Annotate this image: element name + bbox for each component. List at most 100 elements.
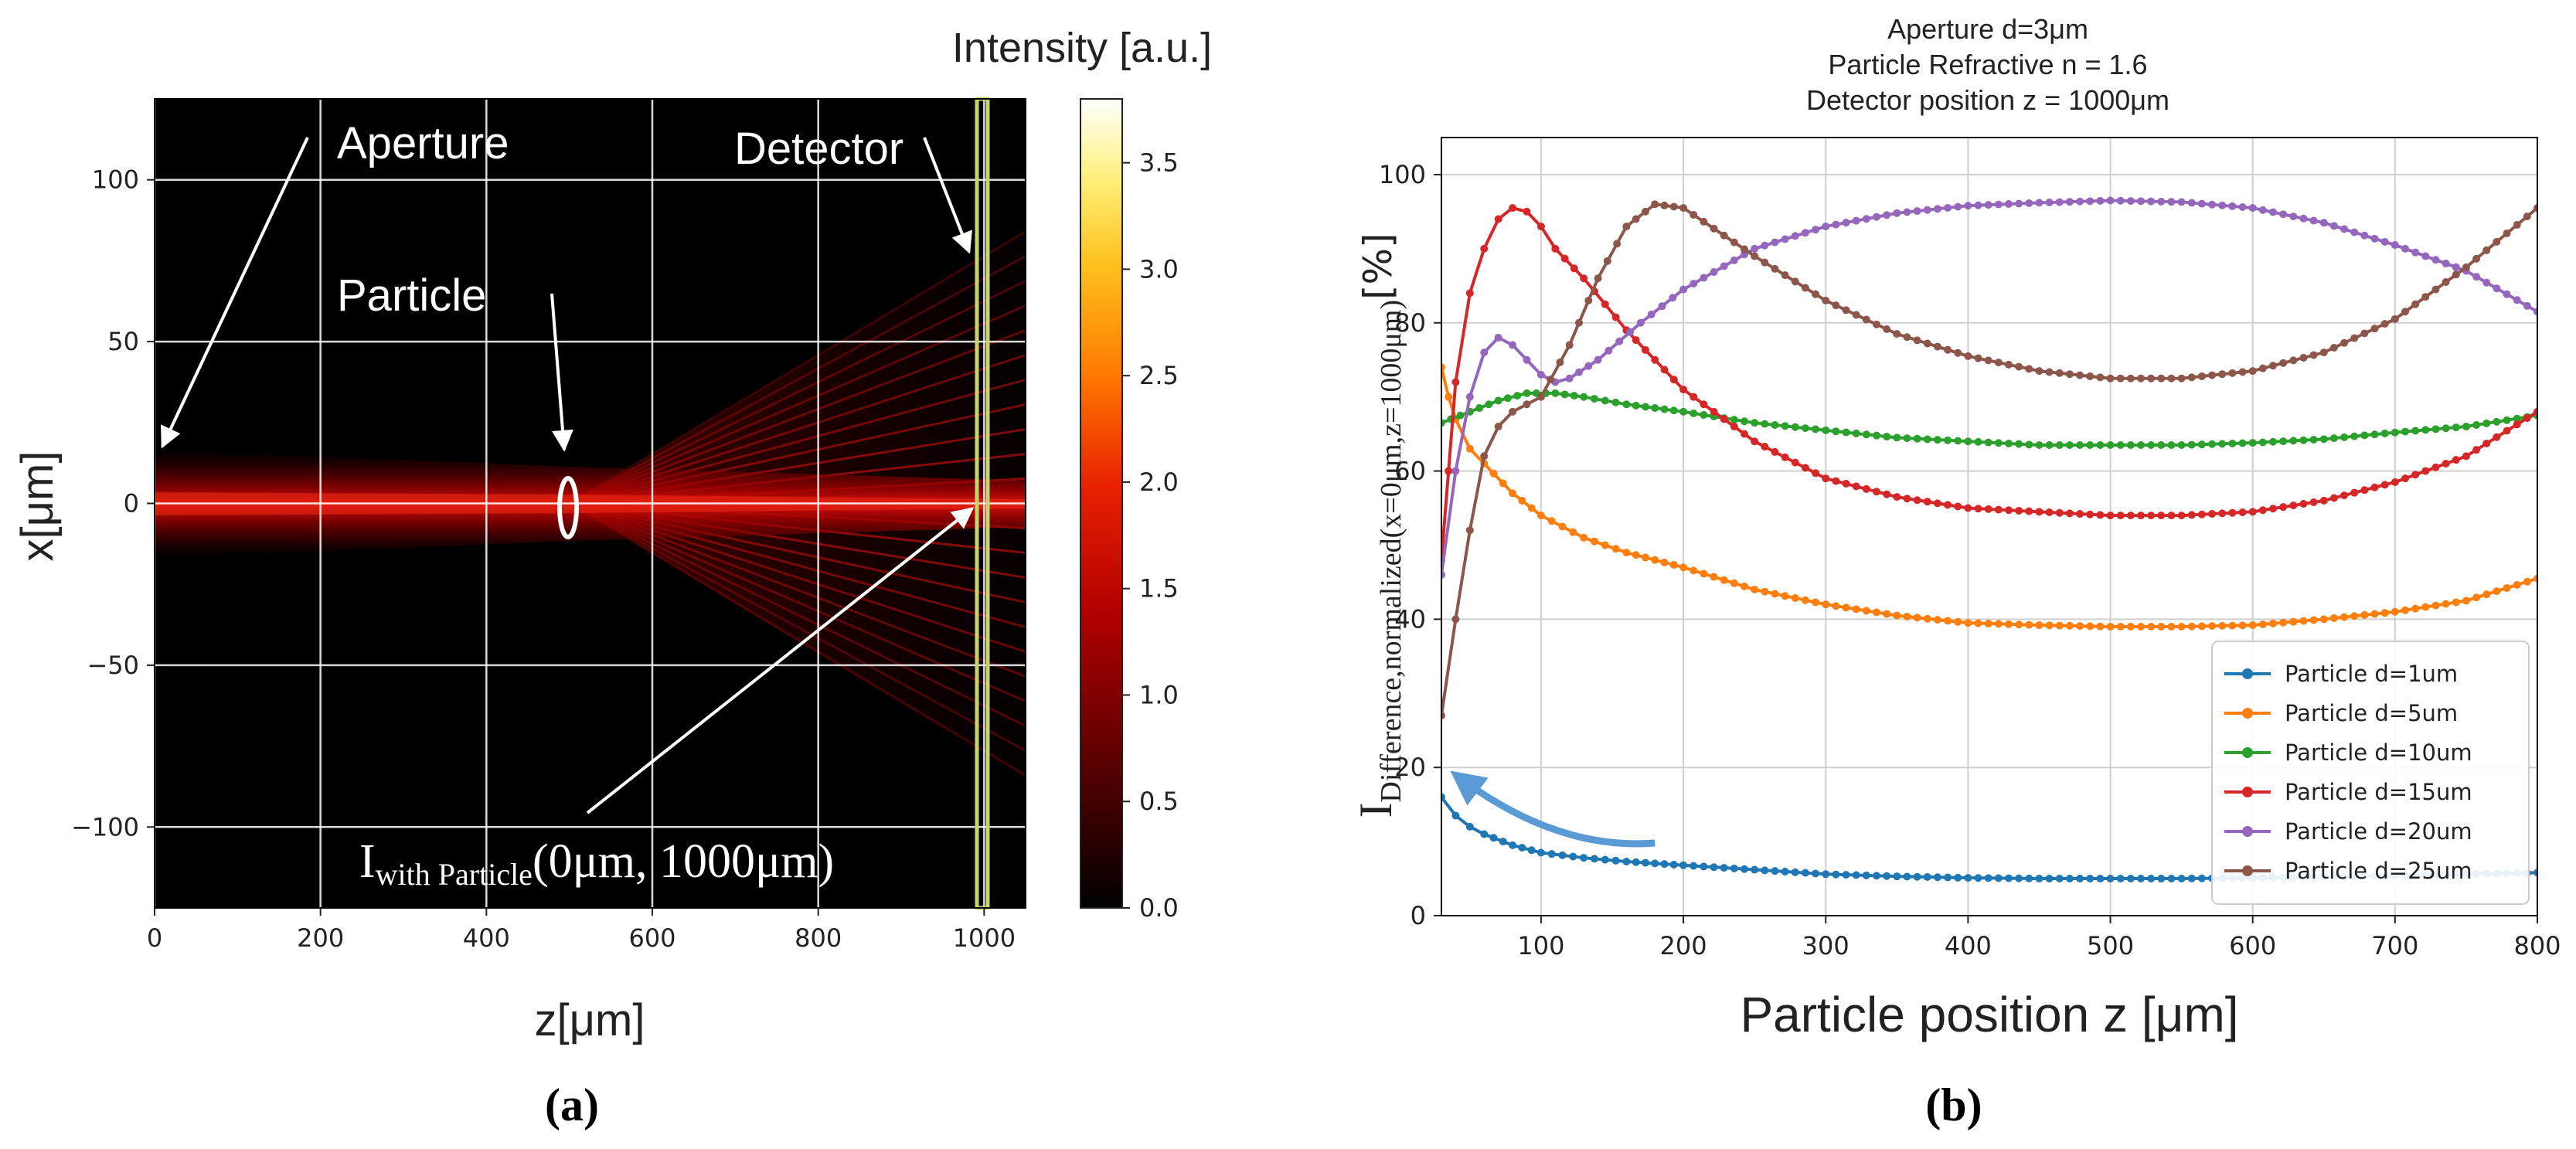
data-point: [2421, 603, 2430, 611]
data-point: [2309, 498, 2318, 506]
data-point: [2126, 374, 2135, 382]
data-point: [2055, 621, 2064, 630]
data-point: [1842, 428, 1850, 437]
data-point: [2167, 441, 2176, 450]
data-point: [1801, 229, 1809, 237]
data-point: [1611, 398, 1620, 406]
data-point: [2228, 508, 2237, 517]
legend-label: Particle d=25um: [2285, 858, 2472, 884]
data-point: [1852, 871, 1860, 879]
x-tick-label: 200: [1660, 931, 1707, 960]
data-point: [1832, 602, 1840, 610]
data-point: [1690, 409, 1698, 417]
data-point: [1933, 436, 1941, 444]
data-point: [2411, 300, 2420, 308]
data-point: [1740, 250, 1748, 259]
data-point: [2248, 621, 2257, 630]
data-point: [1740, 245, 1748, 253]
data-point: [2116, 196, 2125, 205]
data-point: [1594, 355, 1602, 364]
data-point: [2208, 622, 2217, 631]
data-point: [2086, 197, 2094, 206]
data-point: [2147, 622, 2156, 631]
data-point: [1445, 393, 1453, 401]
data-point: [1872, 872, 1880, 880]
data-point: [2380, 429, 2389, 437]
data-point: [1632, 401, 1640, 410]
data-point: [1700, 569, 1708, 578]
data-point: [2401, 606, 2409, 614]
data-point: [2015, 874, 2023, 882]
data-point: [1994, 505, 2003, 514]
data-point: [2431, 601, 2440, 610]
particle-ring: [557, 476, 579, 539]
scatter-ray: [568, 502, 1026, 777]
data-point: [2289, 501, 2298, 510]
data-point: [1641, 207, 1649, 216]
data-point: [1822, 223, 1830, 231]
data-point: [1651, 556, 1659, 564]
data-point: [1974, 354, 1982, 362]
data-point: [2035, 367, 2043, 376]
colorbar-tick-label: 1.0: [1139, 680, 1179, 709]
data-point: [2329, 434, 2338, 443]
y-tick-label: 0: [124, 489, 139, 518]
data-point: [2086, 441, 2094, 450]
data-point: [2299, 617, 2308, 625]
data-point: [1690, 566, 1698, 575]
data-point: [1641, 403, 1649, 411]
data-point: [2177, 875, 2186, 883]
data-point: [2187, 874, 2196, 882]
intensity-arrow: [586, 507, 975, 814]
data-point: [2035, 621, 2043, 630]
data-point: [2319, 348, 2328, 357]
data-point: [1954, 502, 1962, 511]
data-point: [1456, 411, 1465, 420]
y-tick-label: 100: [1379, 160, 1426, 189]
data-point: [1923, 206, 1931, 214]
data-point: [1862, 484, 1870, 493]
data-point: [2136, 622, 2145, 631]
data-point: [1604, 346, 1613, 355]
heatmap-xlabel: z[μm]: [535, 995, 645, 1045]
colorbar: [1080, 98, 1123, 909]
data-point: [2533, 407, 2537, 416]
data-point: [2299, 353, 2308, 362]
data-point: [2289, 437, 2298, 445]
data-point: [2187, 199, 2196, 207]
data-point: [2462, 423, 2470, 431]
data-point: [1700, 400, 1708, 409]
data-point: [2065, 875, 2074, 883]
data-point: [1720, 262, 1728, 270]
data-point: [2442, 424, 2450, 433]
scatter-ray: [569, 280, 1026, 505]
data-point: [2431, 425, 2440, 433]
data-point: [1669, 406, 1678, 415]
data-point: [2370, 483, 2379, 491]
data-point: [1679, 861, 1688, 869]
data-point: [1984, 874, 1992, 882]
line-chart-axes: 100 200 300 400 500 600 700 800 0 20 40 60 80 100: [1379, 160, 2561, 960]
data-point: [2157, 512, 2166, 520]
data-point: [2177, 198, 2186, 206]
data-point: [1751, 865, 1759, 874]
data-point: [1518, 496, 1526, 505]
series-particle-d-15um: [1441, 204, 2537, 564]
scatter-ray: [568, 255, 1026, 505]
data-point: [2391, 314, 2399, 323]
scatter-ray: [568, 230, 1026, 505]
y-tick-label: 50: [107, 327, 139, 356]
data-point: [1700, 410, 1708, 419]
data-point: [2177, 441, 2186, 450]
data-point: [2076, 197, 2084, 206]
data-point: [1451, 467, 1460, 475]
data-point: [1679, 407, 1688, 416]
data-point: [2238, 621, 2247, 630]
data-point: [1611, 856, 1620, 865]
data-point: [2503, 290, 2511, 298]
data-point: [1994, 359, 2003, 367]
data-point: [1862, 871, 1870, 879]
data-point: [2136, 197, 2145, 206]
data-point: [1679, 204, 1688, 212]
data-point: [2268, 505, 2277, 513]
